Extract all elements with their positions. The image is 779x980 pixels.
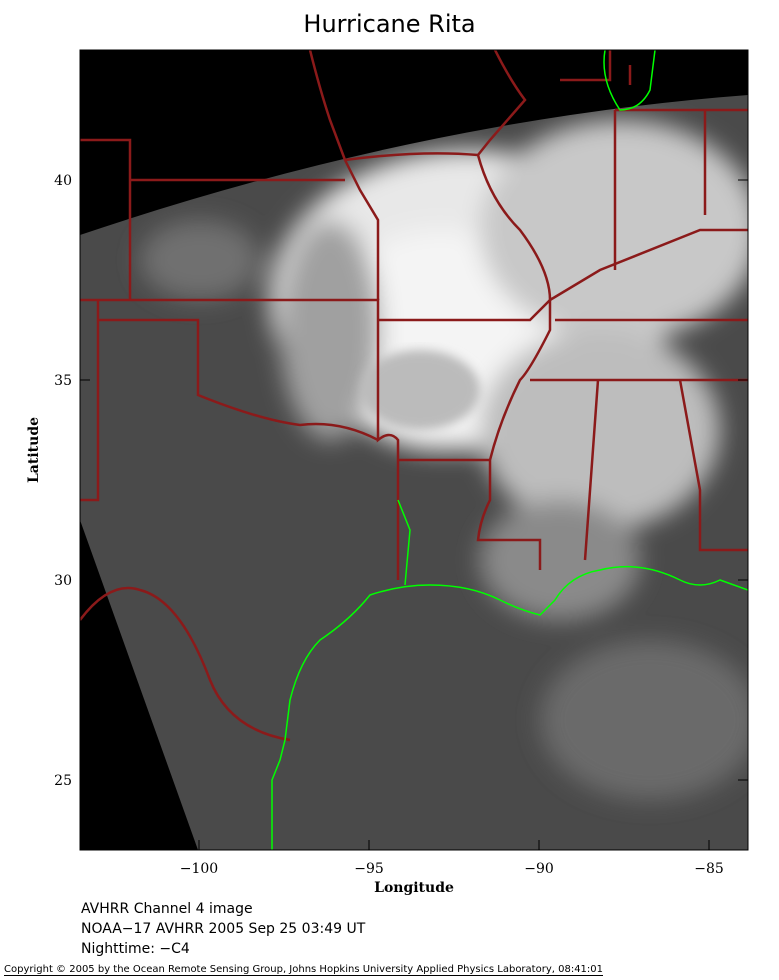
caption-mode: Nighttime: −C4 bbox=[81, 941, 190, 957]
state-borders bbox=[80, 50, 748, 742]
x-tick-label: −90 bbox=[524, 861, 554, 877]
y-tick-label: 30 bbox=[54, 573, 72, 589]
x-tick-label: −95 bbox=[354, 861, 384, 877]
coastline bbox=[271, 50, 748, 850]
no-data-region-southwest bbox=[80, 520, 198, 850]
caption-satellite-time: NOAA−17 AVHRR 2005 Sep 25 03:49 UT bbox=[81, 921, 366, 937]
y-tick-label: 40 bbox=[54, 173, 72, 189]
y-tick-label: 35 bbox=[54, 373, 72, 389]
y-axis-label: Latitude bbox=[26, 417, 42, 483]
x-tick-label: −85 bbox=[694, 861, 724, 877]
x-axis-label: Longitude bbox=[374, 880, 454, 896]
copyright-notice: Copyright © 2005 by the Ocean Remote Sen… bbox=[4, 964, 604, 976]
cloud-field bbox=[140, 120, 748, 800]
x-tick-label: −100 bbox=[180, 861, 218, 877]
no-data-region-north bbox=[80, 50, 748, 235]
plot-frame bbox=[79, 49, 749, 851]
y-tick-label: 25 bbox=[54, 773, 72, 789]
tick-marks bbox=[80, 50, 748, 850]
caption-channel: AVHRR Channel 4 image bbox=[81, 901, 253, 917]
chart-title: Hurricane Rita bbox=[303, 10, 476, 38]
